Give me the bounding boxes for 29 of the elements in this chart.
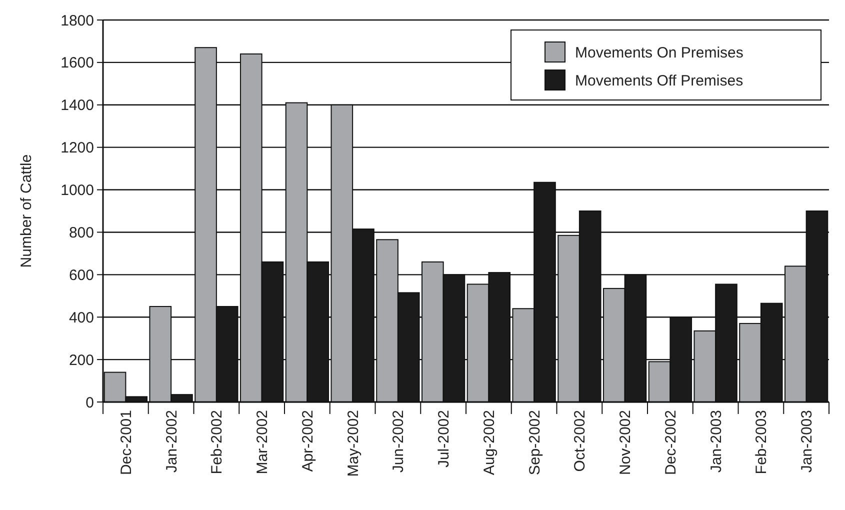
y-axis-title: Number of Cattle (18, 154, 35, 268)
x-tick-label: Feb-2002 (208, 410, 226, 474)
y-tick-label: 1400 (60, 97, 94, 114)
x-tick-label: Dec-2001 (118, 410, 135, 476)
y-tick-label: 600 (68, 266, 94, 284)
x-tick-label: Jan-2002 (163, 410, 180, 473)
x-tick-label: Nov-2002 (617, 410, 634, 476)
y-tick-label: 200 (68, 352, 94, 369)
x-tick-label: Sep-2002 (526, 410, 544, 476)
y-tick-label: 800 (68, 224, 94, 242)
y-tick-label: 1600 (60, 54, 94, 72)
x-tick-label: Jan-2003 (708, 410, 725, 473)
x-tick-label: Jul-2002 (436, 410, 453, 468)
y-tick-label: 1200 (60, 140, 94, 157)
x-tick-label: Jun-2002 (390, 410, 408, 473)
y-tick-label: 1800 (60, 12, 94, 30)
x-tick-label: May-2002 (344, 410, 362, 477)
y-tick-label: 400 (68, 309, 94, 326)
y-tick-label: 1000 (60, 182, 94, 200)
legend-label: Movements On Premises (575, 44, 744, 62)
x-tick-label: Feb-2003 (753, 410, 770, 474)
y-tick-label: 0 (86, 394, 94, 412)
x-tick-label: Jan-2003 (798, 410, 816, 473)
legend-label: Movements Off Premises (575, 72, 744, 90)
x-tick-label: Aug-2002 (480, 410, 498, 476)
x-tick-label: Oct-2002 (572, 410, 589, 472)
x-tick-label: Dec-2002 (662, 410, 680, 476)
x-tick-label: Mar-2002 (254, 410, 272, 474)
x-tick-label: Apr-2002 (299, 410, 316, 472)
